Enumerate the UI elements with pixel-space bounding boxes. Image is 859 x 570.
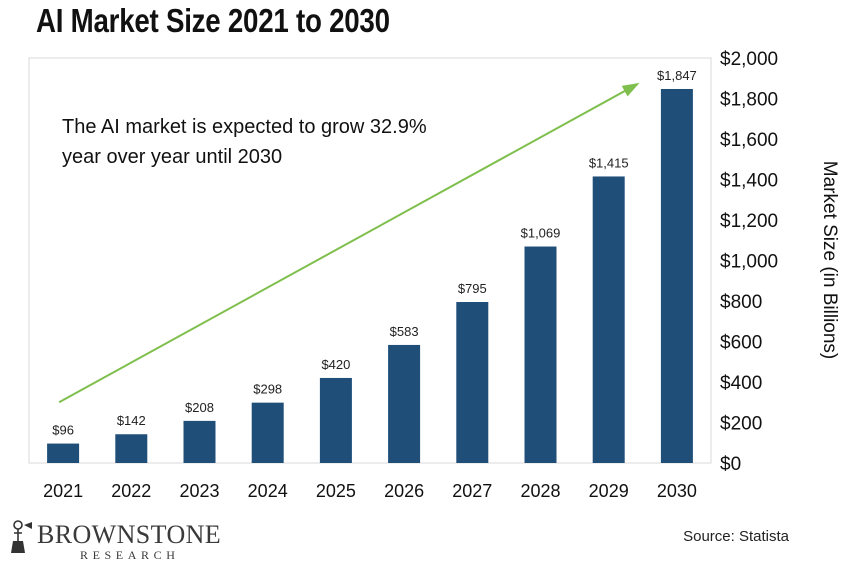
y-axis-label: Market Size (in Billions) (819, 161, 840, 360)
y-tick-400: $400 (720, 373, 762, 394)
bar-2025 (319, 377, 352, 463)
x-tick-2027: 2027 (452, 481, 492, 501)
bar-2022 (115, 434, 148, 463)
x-tick-2021: 2021 (43, 481, 83, 501)
lamp-icon (11, 520, 32, 553)
value-label-2022: $142 (117, 413, 146, 428)
annotation-line-2: year over year until 2030 (62, 146, 282, 168)
bar-2024 (251, 402, 284, 463)
bar-2029 (592, 176, 625, 463)
source-note: Source: Statista (683, 528, 789, 545)
value-label-2030: $1,847 (657, 68, 697, 83)
x-tick-2029: 2029 (589, 481, 629, 501)
value-label-2025: $420 (321, 357, 350, 372)
brownstone-logo: BROWNSTONE RESEARCH (10, 519, 280, 563)
y-tick-1000: $1,000 (720, 252, 778, 273)
value-label-2021: $96 (52, 423, 74, 438)
annotation-line-1: The AI market is expected to grow 32.9% (62, 116, 427, 138)
y-tick-1200: $1,200 (720, 211, 778, 232)
bar-2028 (524, 246, 557, 463)
bar-2030 (660, 88, 693, 464)
bar-2023 (183, 420, 216, 463)
x-tick-2022: 2022 (111, 481, 151, 501)
value-label-2027: $795 (458, 281, 487, 296)
x-tick-2025: 2025 (316, 481, 356, 501)
x-tick-2023: 2023 (179, 481, 219, 501)
y-tick-2000: $2,000 (720, 49, 778, 70)
value-label-2023: $208 (185, 400, 214, 415)
y-tick-600: $600 (720, 333, 762, 354)
plot-frame (28, 57, 712, 464)
y-tick-0: $0 (720, 454, 741, 475)
y-tick-1800: $1,800 (720, 90, 778, 111)
value-label-2029: $1,415 (589, 155, 629, 170)
bar-2021 (47, 443, 80, 463)
y-tick-1400: $1,400 (720, 171, 778, 192)
bar-chart: $96 $142 $208 $298 $420 $583 $795 $1,069 $1,415 $… (28, 49, 840, 501)
value-label-2026: $583 (390, 324, 419, 339)
y-tick-200: $200 (720, 414, 762, 435)
x-tick-2024: 2024 (248, 481, 288, 501)
chart-title: AI Market Size 2021 to 2030 (36, 2, 390, 39)
value-label-2028: $1,069 (521, 226, 561, 241)
value-label-2024: $298 (253, 382, 282, 397)
x-tick-2030: 2030 (657, 481, 697, 501)
logo-name: BROWNSTONE (37, 520, 222, 549)
logo-subtitle: RESEARCH (80, 548, 180, 562)
trend-arrow-line (58, 83, 638, 404)
y-tick-800: $800 (720, 292, 762, 313)
bar-2027 (456, 302, 489, 463)
trend-arrow-head (621, 82, 640, 97)
bar-2026 (388, 344, 421, 463)
x-tick-2028: 2028 (520, 481, 560, 501)
x-tick-2026: 2026 (384, 481, 424, 501)
y-tick-1600: $1,600 (720, 130, 778, 151)
